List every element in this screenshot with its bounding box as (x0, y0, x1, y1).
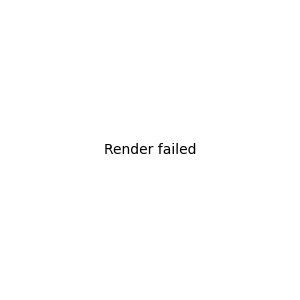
Text: Render failed: Render failed (104, 143, 196, 157)
